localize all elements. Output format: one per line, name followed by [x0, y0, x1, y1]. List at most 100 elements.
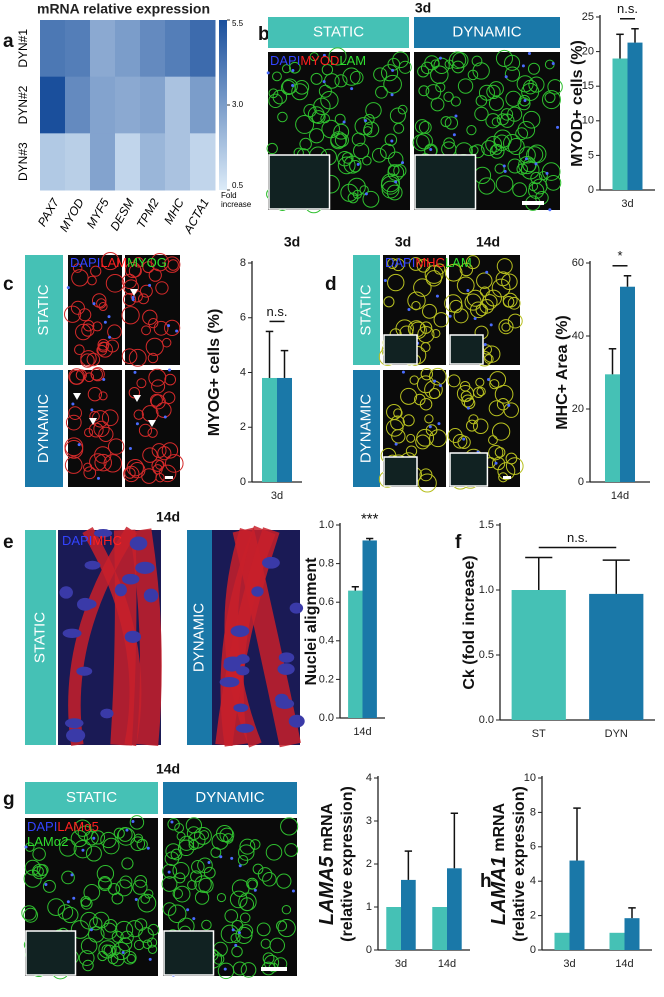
- cell-outline: [151, 443, 167, 459]
- cell-outline: [164, 319, 181, 336]
- cell-outline: [420, 61, 434, 75]
- nucleus: [64, 718, 84, 729]
- y-tick-label: 0.6: [319, 596, 334, 608]
- nucleus: [523, 99, 527, 103]
- cell-outline: [121, 857, 134, 870]
- cell-outline: [83, 884, 101, 901]
- cell-outline: [420, 367, 434, 381]
- y-tick-label: 25: [582, 11, 594, 23]
- y-tick-label: 0.8: [319, 558, 334, 570]
- cell-outline: [101, 409, 119, 427]
- inset: [414, 154, 477, 210]
- chart-title: mRNA relative expression: [37, 1, 210, 17]
- cell-outline: [375, 85, 388, 99]
- y-tick-label: 20: [572, 403, 584, 415]
- cell-outline: [80, 350, 97, 367]
- nucleus: [134, 898, 138, 902]
- cell-outline: [123, 465, 140, 483]
- cell-outline: [151, 379, 166, 394]
- nucleus: [437, 422, 441, 426]
- timepoint: 3d: [415, 0, 431, 16]
- cell-outline: [105, 339, 119, 353]
- panel-letter: e: [3, 532, 14, 553]
- cell-outline: [485, 113, 501, 129]
- nucleus: [483, 343, 487, 347]
- cell-outline: [347, 177, 366, 196]
- nucleus: [219, 676, 240, 688]
- cell-outline: [94, 453, 112, 472]
- cell-outline: [240, 897, 255, 912]
- fiber: [215, 527, 280, 746]
- cell-outline: [98, 391, 108, 401]
- stain-label: DAPILAMMYOG: [70, 255, 167, 270]
- micrograph: [444, 255, 523, 367]
- colorbar: [219, 20, 227, 190]
- cell-outline: [231, 945, 243, 958]
- cell-outline: [444, 116, 459, 130]
- cell-outline: [488, 95, 504, 111]
- cell-outline: [277, 918, 296, 938]
- condition-box: [25, 255, 63, 365]
- y-tick-label: 20: [582, 46, 594, 58]
- significance-label: n.s.: [617, 1, 638, 16]
- bar: [627, 42, 643, 190]
- cell-outline: [138, 293, 149, 305]
- nucleus: [102, 377, 106, 381]
- cell-outline: [444, 263, 463, 282]
- cell-outline: [164, 851, 180, 866]
- cell-outline: [21, 905, 37, 921]
- cell-outline: [231, 920, 244, 932]
- cell-outline: [387, 258, 398, 269]
- significance-label: ***: [361, 510, 379, 527]
- cell-outline: [92, 321, 103, 332]
- cell-outline: [78, 950, 95, 966]
- cell-outline: [161, 337, 172, 348]
- scale-bar: [503, 476, 511, 479]
- nucleus: [466, 288, 470, 292]
- nucleus: [131, 298, 135, 302]
- nucleus: [192, 917, 196, 921]
- cell-outline: [409, 321, 427, 340]
- micrograph-bg: [125, 255, 180, 365]
- nucleus: [401, 161, 405, 165]
- y-tick-label: 8: [240, 257, 246, 269]
- cell-outline: [162, 902, 177, 916]
- nucleus: [230, 625, 250, 637]
- cell-outline: [347, 192, 359, 204]
- nucleus: [168, 368, 172, 372]
- cell-outline: [75, 369, 87, 381]
- cell-outline: [308, 128, 325, 144]
- nucleus: [230, 856, 234, 860]
- cell-outline: [188, 839, 199, 851]
- heatmap-cell: [40, 20, 66, 78]
- cell-outline: [85, 845, 102, 862]
- heatmap-cell: [40, 133, 66, 191]
- y-tick-label: 4: [530, 875, 536, 887]
- cell-outline: [256, 922, 271, 937]
- y-axis-label: MYOG+ cells (%): [206, 309, 223, 437]
- cell-outline: [393, 122, 405, 134]
- heatmap-cell: [190, 76, 216, 134]
- nucleus: [128, 447, 132, 451]
- cell-outline: [425, 84, 442, 100]
- panel-letter: f: [455, 532, 462, 553]
- nucleus: [77, 443, 81, 447]
- cell-outline: [162, 391, 176, 404]
- cell-outline: [172, 861, 190, 880]
- cell-outline: [193, 826, 212, 845]
- cell-outline: [430, 59, 440, 69]
- cell-outline: [129, 815, 145, 830]
- nucleus: [521, 64, 525, 68]
- heatmap-cell: [65, 76, 91, 134]
- heatmap-cell: [140, 76, 166, 134]
- cell-outline: [262, 952, 275, 965]
- nucleus: [433, 379, 437, 383]
- inset: [449, 334, 484, 365]
- cell-outline: [498, 319, 514, 335]
- nucleus: [186, 908, 190, 912]
- heatmap-cell: [90, 133, 116, 191]
- heatmap-cell: [90, 76, 116, 134]
- cell-outline: [126, 920, 144, 938]
- heatmap-cell: [165, 76, 191, 134]
- column-label: MYOD: [57, 196, 87, 234]
